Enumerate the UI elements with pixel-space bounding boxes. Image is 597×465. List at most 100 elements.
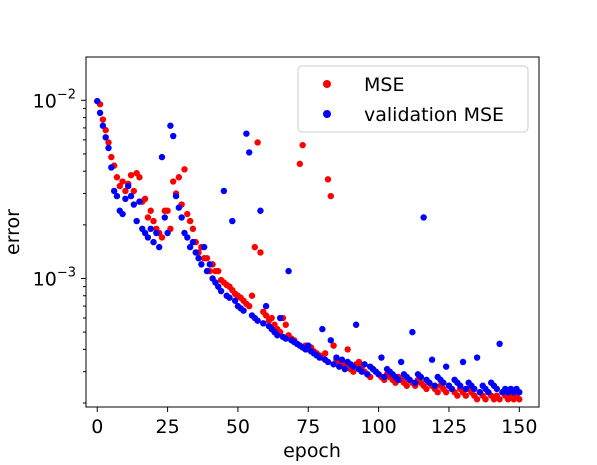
- point-validation-mse: [217, 287, 225, 295]
- point-mse: [122, 187, 129, 195]
- point-mse: [170, 178, 177, 185]
- point-validation-mse: [102, 134, 109, 141]
- point-validation-mse: [285, 267, 292, 275]
- point-validation-mse: [381, 373, 388, 381]
- point-validation-mse: [358, 368, 365, 375]
- point-validation-mse: [170, 132, 177, 140]
- point-validation-mse: [352, 321, 360, 328]
- point-validation-mse: [324, 358, 332, 366]
- point-mse: [344, 346, 351, 353]
- point-validation-mse: [203, 267, 211, 275]
- point-mse: [245, 302, 253, 310]
- point-validation-mse: [426, 379, 433, 386]
- x-tick-label: 75: [296, 416, 320, 438]
- point-validation-mse: [459, 358, 467, 366]
- point-mse: [147, 207, 154, 214]
- point-validation-mse: [243, 130, 250, 137]
- point-validation-mse: [136, 198, 143, 205]
- point-mse: [164, 207, 171, 214]
- point-mse: [130, 187, 138, 195]
- point-validation-mse: [431, 382, 439, 389]
- point-validation-mse: [473, 354, 481, 361]
- point-validation-mse: [155, 243, 163, 251]
- point-validation-mse: [186, 243, 194, 251]
- point-validation-mse: [164, 229, 171, 237]
- point-validation-mse: [184, 234, 191, 241]
- point-validation-mse: [130, 201, 138, 208]
- point-mse: [327, 192, 334, 200]
- x-tick-label: 25: [156, 416, 180, 438]
- point-mse: [516, 396, 523, 403]
- point-validation-mse: [226, 294, 233, 301]
- point-mse: [496, 396, 503, 403]
- point-mse: [105, 139, 112, 146]
- point-validation-mse: [158, 153, 166, 161]
- point-mse: [251, 243, 259, 251]
- point-mse: [403, 382, 410, 389]
- point-validation-mse: [147, 225, 154, 233]
- point-mse: [150, 217, 157, 225]
- point-mse: [262, 312, 270, 319]
- point-validation-mse: [133, 217, 140, 225]
- point-validation-mse: [144, 234, 152, 241]
- point-mse: [473, 396, 481, 403]
- point-validation-mse: [420, 214, 427, 221]
- x-tick-label: 50: [226, 416, 250, 438]
- legend-box: [297, 65, 529, 133]
- point-validation-mse: [172, 192, 180, 200]
- legend: MSE validation MSE: [297, 65, 529, 133]
- legend-marker-validation-mse: [323, 110, 331, 118]
- point-mse: [482, 396, 489, 403]
- x-tick-label: 0: [91, 416, 103, 438]
- point-validation-mse: [229, 217, 236, 225]
- point-validation-mse: [127, 192, 135, 200]
- point-validation-mse: [99, 122, 107, 129]
- point-mse: [257, 249, 264, 256]
- legend-marker-mse: [323, 80, 331, 88]
- point-validation-mse: [462, 385, 470, 393]
- point-mse: [186, 217, 194, 225]
- point-validation-mse: [442, 363, 450, 370]
- point-validation-mse: [471, 385, 478, 393]
- point-validation-mse: [122, 195, 129, 203]
- data-points: [94, 97, 523, 403]
- point-validation-mse: [110, 187, 118, 195]
- point-validation-mse: [153, 229, 160, 237]
- point-mse: [248, 292, 256, 299]
- point-validation-mse: [195, 254, 202, 262]
- point-validation-mse: [192, 249, 199, 256]
- point-validation-mse: [231, 297, 239, 304]
- axes: [85, 56, 540, 408]
- point-validation-mse: [516, 389, 523, 396]
- point-mse: [282, 321, 289, 328]
- point-mse: [423, 385, 430, 393]
- point-mse: [355, 358, 363, 366]
- point-validation-mse: [254, 317, 261, 324]
- point-validation-mse: [319, 325, 326, 333]
- point-validation-mse: [336, 363, 343, 370]
- point-mse: [108, 153, 115, 161]
- point-mse: [330, 342, 337, 349]
- point-validation-mse: [448, 385, 455, 393]
- point-validation-mse: [485, 389, 492, 396]
- point-mse: [141, 195, 149, 203]
- point-mse: [116, 182, 123, 190]
- point-validation-mse: [189, 238, 197, 246]
- point-mse: [119, 178, 126, 185]
- point-validation-mse: [240, 307, 247, 314]
- point-validation-mse: [417, 373, 425, 381]
- point-mse: [181, 166, 188, 173]
- point-validation-mse: [96, 109, 104, 117]
- y-axis-label: error: [2, 209, 24, 255]
- point-validation-mse: [361, 361, 368, 368]
- point-mse: [299, 141, 306, 149]
- plot-frame: [85, 56, 540, 408]
- point-mse: [462, 392, 470, 399]
- point-validation-mse: [198, 261, 205, 268]
- y-axis-ticks: 10−3 10−2: [33, 87, 86, 404]
- x-tick-label: 150: [501, 416, 537, 438]
- point-validation-mse: [428, 356, 436, 363]
- point-mse: [268, 314, 275, 322]
- point-validation-mse: [316, 354, 323, 361]
- point-validation-mse: [364, 371, 371, 378]
